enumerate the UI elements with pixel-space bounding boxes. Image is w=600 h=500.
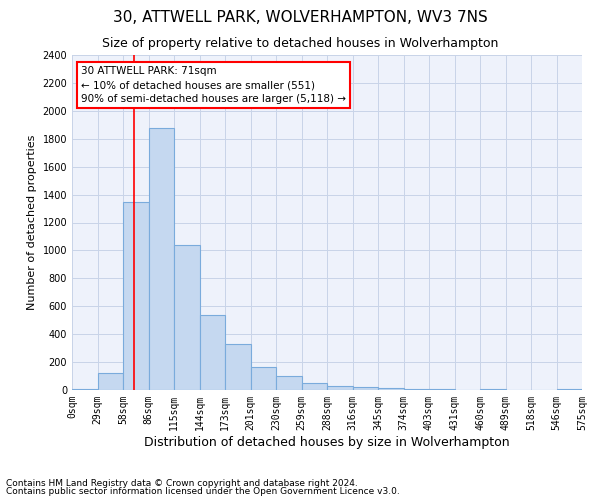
Bar: [251, 367, 276, 390]
Text: Contains public sector information licensed under the Open Government Licence v3: Contains public sector information licen…: [6, 487, 400, 496]
Bar: [97, 373, 123, 390]
Bar: [276, 376, 302, 390]
Text: Contains HM Land Registry data © Crown copyright and database right 2024.: Contains HM Land Registry data © Crown c…: [6, 478, 358, 488]
Y-axis label: Number of detached properties: Number of detached properties: [27, 135, 37, 310]
Text: 30, ATTWELL PARK, WOLVERHAMPTON, WV3 7NS: 30, ATTWELL PARK, WOLVERHAMPTON, WV3 7NS: [113, 10, 487, 25]
Bar: [353, 387, 378, 390]
Bar: [327, 386, 353, 390]
Bar: [404, 388, 429, 390]
Bar: [225, 344, 251, 390]
Bar: [149, 128, 174, 390]
Text: Size of property relative to detached houses in Wolverhampton: Size of property relative to detached ho…: [102, 38, 498, 51]
Bar: [302, 383, 327, 390]
Bar: [72, 388, 97, 390]
X-axis label: Distribution of detached houses by size in Wolverhampton: Distribution of detached houses by size …: [144, 436, 510, 448]
Bar: [378, 388, 404, 390]
Bar: [174, 245, 199, 390]
Bar: [123, 202, 149, 390]
Bar: [199, 314, 225, 390]
Text: 30 ATTWELL PARK: 71sqm
← 10% of detached houses are smaller (551)
90% of semi-de: 30 ATTWELL PARK: 71sqm ← 10% of detached…: [81, 66, 346, 104]
